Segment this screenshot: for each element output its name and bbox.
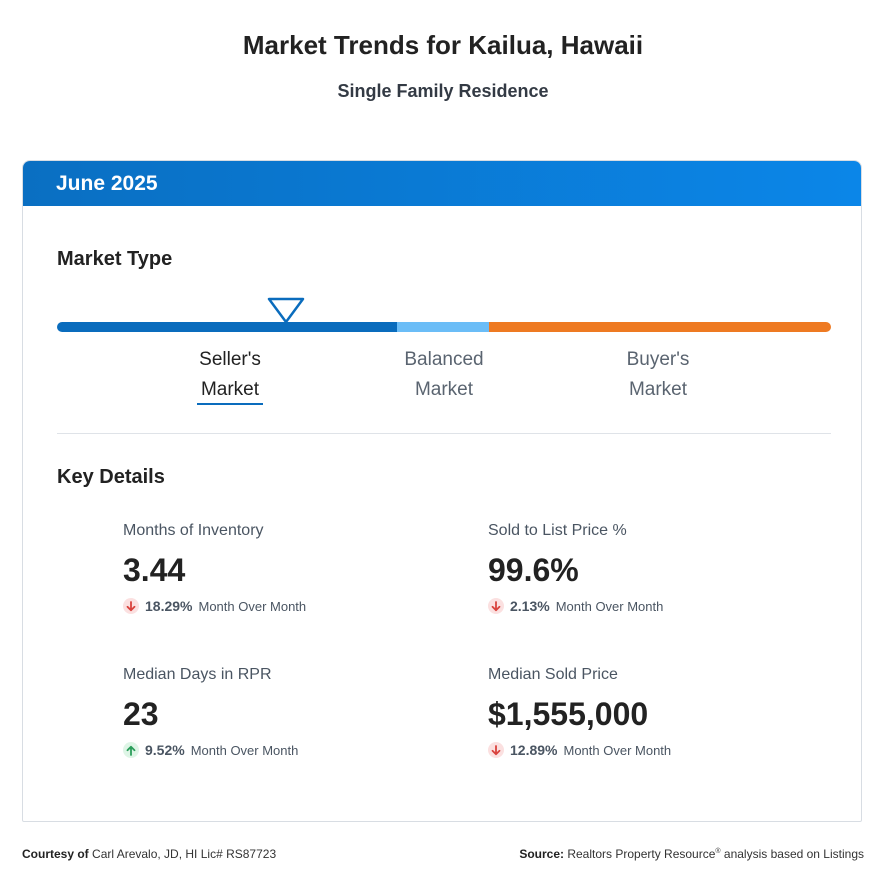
balanced-market-label: Balanced Market (364, 345, 524, 405)
change-percent: 2.13% (510, 598, 550, 614)
change-percent: 9.52% (145, 742, 185, 758)
metric-value: 23 (123, 696, 159, 732)
page-subtitle: Single Family Residence (337, 81, 549, 101)
balanced-market-line1: Balanced (404, 349, 484, 370)
arrow-down-icon (123, 598, 139, 614)
key-details-heading: Key Details (57, 466, 165, 488)
source-label: Source: (519, 847, 564, 861)
seller-market-label: Seller's Market (150, 345, 310, 405)
arrow-up-icon (123, 742, 139, 758)
source-text-2: analysis based on Listings (720, 847, 864, 861)
metric-value: 3.44 (123, 552, 186, 588)
metric-months-of-inventory: Months of Inventory 3.44 18.29% Month Ov… (123, 520, 453, 616)
metric-median-sold-price: Median Sold Price $1,555,000 12.89% Mont… (488, 664, 818, 760)
change-label: Month Over Month (555, 598, 664, 614)
arrow-down-icon (488, 742, 504, 758)
courtesy-text: Carl Arevalo, JD, HI Lic# RS87723 (92, 847, 277, 861)
seller-market-bar (57, 322, 399, 332)
page-title: Market Trends for Kailua, Hawaii (242, 30, 644, 60)
metric-sold-to-list-price: Sold to List Price % 99.6% 2.13% Month O… (488, 520, 818, 616)
metric-change: 18.29% Month Over Month (123, 596, 453, 616)
change-label: Month Over Month (198, 598, 307, 614)
source-credit: Source: Realtors Property Resource® anal… (519, 847, 864, 861)
metric-value: $1,555,000 (488, 696, 649, 732)
source-text-1: Realtors Property Resource (567, 847, 716, 861)
metric-value: 99.6% (488, 552, 579, 588)
balanced-market-line2: Market (414, 379, 474, 400)
arrow-down-icon (488, 598, 504, 614)
metric-label: Sold to List Price % (488, 522, 627, 539)
change-label: Month Over Month (190, 742, 299, 758)
change-percent: 12.89% (510, 742, 558, 758)
metric-change: 2.13% Month Over Month (488, 596, 818, 616)
market-indicator-icon (266, 297, 306, 330)
change-label: Month Over Month (563, 742, 672, 758)
market-card: June 2025 Market Type Seller's Market Ba… (22, 160, 862, 822)
metric-label: Months of Inventory (123, 522, 264, 539)
change-percent: 18.29% (145, 598, 193, 614)
metric-change: 9.52% Month Over Month (123, 740, 453, 760)
metric-label: Median Sold Price (488, 666, 618, 683)
metric-median-days-in-rpr: Median Days in RPR 23 9.52% Month Over M… (123, 664, 453, 760)
buyer-market-label: Buyer's Market (578, 345, 738, 405)
card-header: June 2025 (23, 161, 861, 206)
section-divider (57, 433, 831, 434)
courtesy-label: Courtesy of (22, 847, 89, 861)
balanced-market-bar (397, 322, 491, 332)
buyer-market-bar (489, 322, 831, 332)
registered-mark: ® (715, 848, 721, 855)
courtesy-credit: Courtesy of Carl Arevalo, JD, HI Lic# RS… (22, 847, 276, 861)
market-type-heading: Market Type (57, 248, 173, 270)
selected-market-underline (197, 403, 263, 405)
period-label: June 2025 (56, 172, 158, 195)
metric-change: 12.89% Month Over Month (488, 740, 818, 760)
seller-market-line1: Seller's (199, 349, 261, 370)
seller-market-line2: Market (200, 379, 260, 400)
metric-label: Median Days in RPR (123, 666, 272, 683)
buyer-market-line2: Market (628, 379, 688, 400)
buyer-market-line1: Buyer's (626, 349, 690, 370)
